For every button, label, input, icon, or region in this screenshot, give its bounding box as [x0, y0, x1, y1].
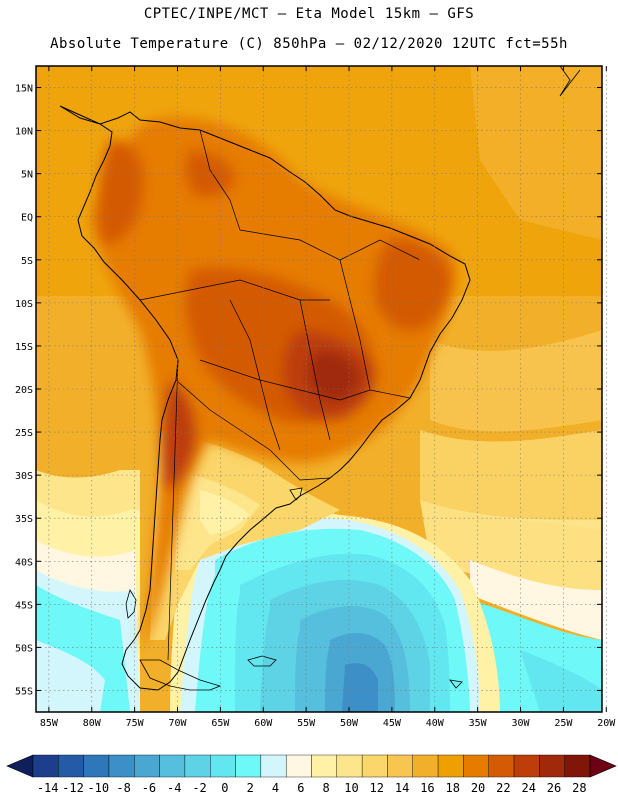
colorbar-swatch: [210, 754, 236, 778]
lat-label: 35S: [15, 514, 33, 525]
latitude-labels: 15N 10N 5N EQ 5S 10S 15S 20S 25S 30S 35S 40S 45S 50S 5…: [15, 84, 33, 698]
lon-label: 50W: [340, 718, 359, 729]
colorbar-swatch: [260, 754, 287, 778]
colorbar-label: -14: [36, 781, 59, 795]
colorbar-under-arrow: [6, 754, 34, 778]
lat-label: 25S: [15, 428, 33, 439]
lon-label: 20W: [597, 718, 616, 729]
lat-label: 15N: [15, 84, 33, 95]
colorbar-label: 10: [344, 781, 359, 795]
colorbar-label: -6: [141, 781, 157, 795]
title-line-2: Absolute Temperature (C) 850hPa – 02/12/…: [50, 36, 568, 52]
colorbar-swatch: [58, 754, 84, 778]
colorbar-label: 20: [470, 781, 486, 795]
colorbar-label: -12: [62, 781, 84, 795]
lon-label: 65W: [211, 718, 230, 729]
lat-label: 50S: [15, 643, 33, 654]
lat-label: EQ: [21, 213, 33, 224]
colorbar-swatch: [134, 754, 160, 778]
lon-label: 55W: [297, 718, 316, 729]
colorbar-label: 26: [546, 781, 562, 795]
colorbar-swatch: [488, 754, 515, 778]
colorbar-label: 0: [221, 781, 229, 795]
colorbar-label: 2: [246, 781, 254, 795]
colorbar-swatch: [336, 754, 363, 778]
lat-label: 30S: [15, 471, 33, 482]
colorbar-swatch: [387, 754, 413, 778]
colorbar: [6, 754, 617, 778]
lat-label: 45S: [15, 600, 33, 611]
coastlines: [59, 66, 581, 691]
colorbar-label: -4: [167, 781, 182, 795]
colorbar-label: 16: [420, 781, 435, 795]
colorbar-label: 12: [369, 781, 385, 795]
colorbar-swatch: [437, 754, 464, 778]
colorbar-label: -10: [87, 781, 110, 795]
lon-label: 75W: [126, 718, 145, 729]
colorbar-label: 28: [572, 781, 587, 795]
lon-label: 80W: [83, 718, 102, 729]
colorbar-label: 4: [271, 781, 280, 795]
lon-label: 45W: [383, 718, 402, 729]
colorbar-swatch: [285, 754, 312, 778]
colorbar-label: 24: [521, 781, 536, 795]
colorbar-label: 14: [394, 781, 410, 795]
lon-label: 35W: [469, 718, 488, 729]
colorbar-label: 18: [445, 781, 460, 795]
colorbar-label: 8: [322, 781, 330, 795]
lat-label: 20S: [15, 385, 33, 396]
lon-label: 40W: [426, 718, 445, 729]
lat-label: 10S: [15, 299, 33, 310]
lon-label: 30W: [511, 718, 530, 729]
lat-label: 15S: [15, 342, 33, 353]
lat-label: 55S: [15, 686, 33, 697]
lon-label: 25W: [554, 718, 573, 729]
colorbar-swatch: [159, 754, 186, 778]
lat-label: 5S: [21, 256, 33, 267]
longitude-labels: 85W 80W 75W 70W 65W 60W 55W 50W 45W 40W 35W 30W 25W 2…: [40, 718, 616, 729]
colorbar-label: -8: [116, 781, 131, 795]
colorbar-swatch: [463, 754, 489, 778]
colorbar-label: 22: [496, 781, 511, 795]
lat-label: 10N: [15, 127, 33, 138]
lon-label: 60W: [254, 718, 273, 729]
colorbar-swatch: [539, 754, 565, 778]
lon-label: 85W: [40, 718, 59, 729]
colorbar-label: -2: [192, 781, 207, 795]
colorbar-swatch: [412, 754, 439, 778]
colorbar-label: 6: [297, 781, 305, 795]
axis-ticks: [36, 66, 607, 712]
colorbar-swatch: [361, 754, 388, 778]
lat-label: 40S: [15, 557, 33, 568]
colorbar-over-arrow: [589, 754, 617, 778]
colorbar-swatch: [564, 754, 591, 778]
colorbar-swatch: [184, 754, 211, 778]
temperature-field: [36, 66, 602, 712]
colorbar-swatch: [83, 754, 110, 778]
colorbar-swatch: [311, 754, 338, 778]
colorbar-swatch: [32, 754, 59, 778]
colorbar-swatch: [235, 754, 262, 778]
colorbar-swatch: [513, 754, 540, 778]
lat-label: 5N: [21, 170, 33, 181]
colorbar-swatch: [108, 754, 135, 778]
lon-label: 70W: [168, 718, 187, 729]
title-line-1: CPTEC/INPE/MCT – Eta Model 15km – GFS: [143, 6, 475, 22]
